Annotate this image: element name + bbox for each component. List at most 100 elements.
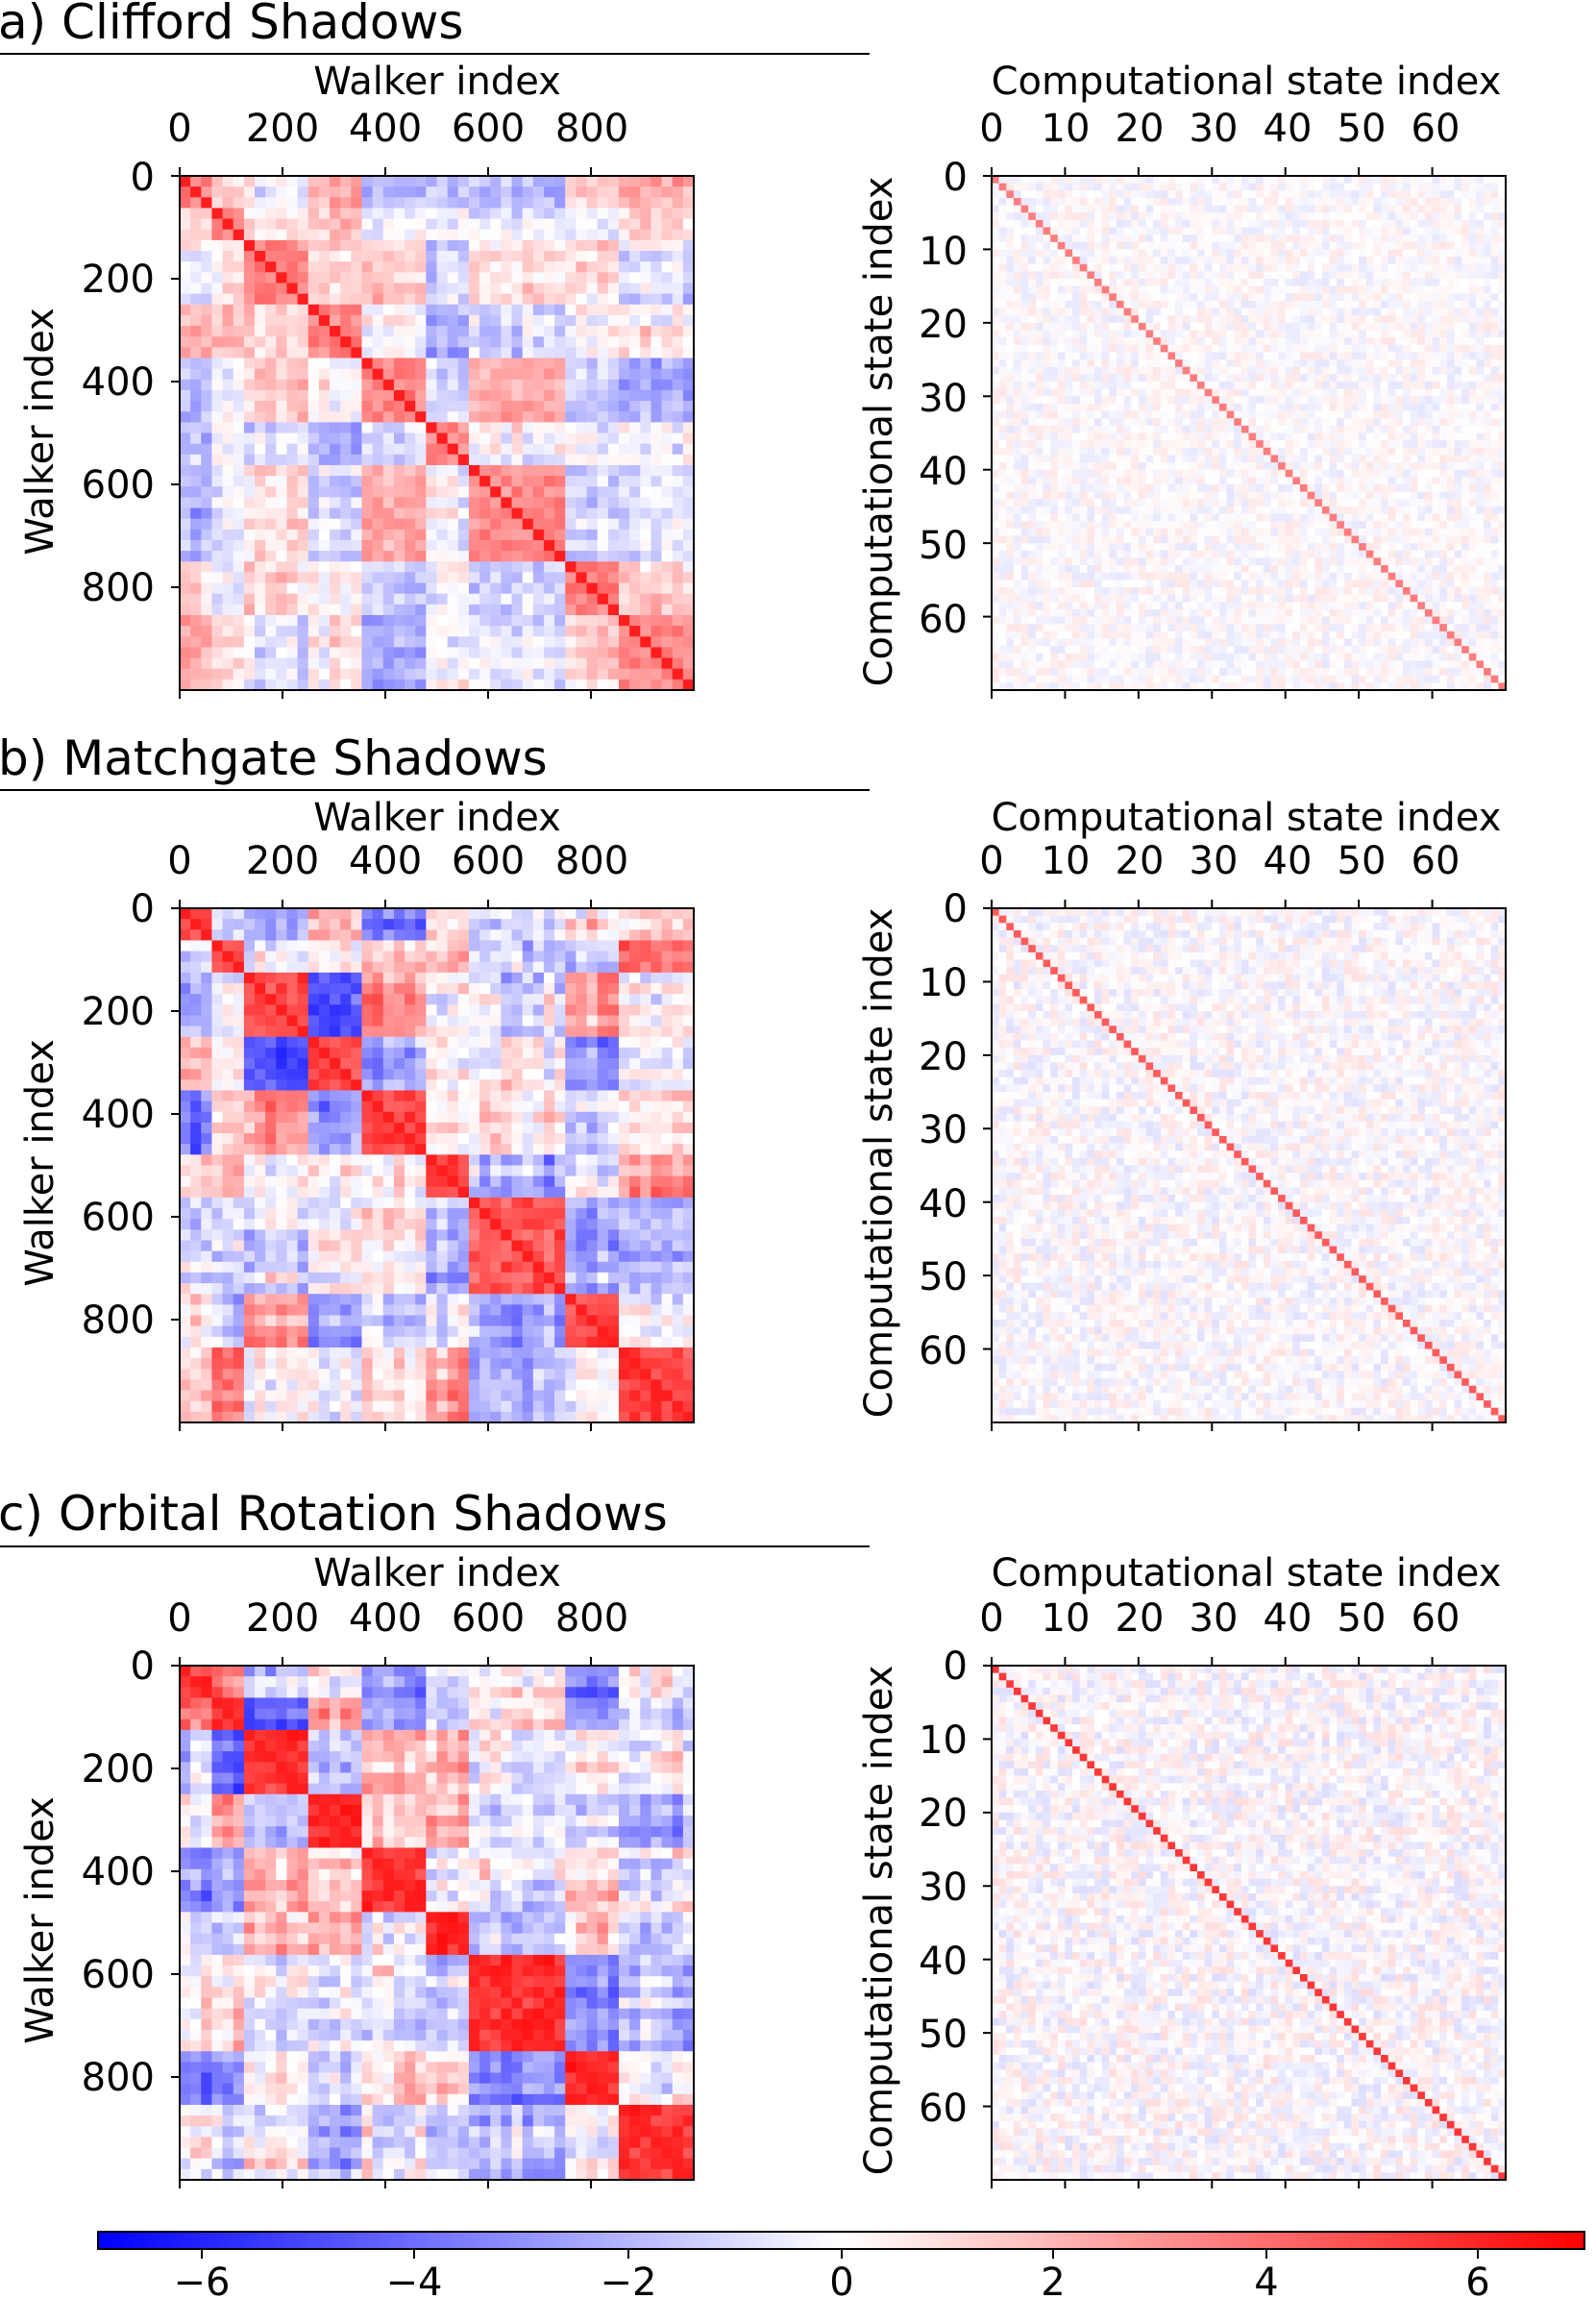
heatmap-cell — [1182, 183, 1191, 191]
walker-ytick-label: 200 — [82, 258, 155, 302]
heatmap-cell — [211, 314, 224, 327]
heatmap-cell — [1454, 433, 1462, 441]
heatmap-cell — [255, 497, 266, 509]
heatmap-cell — [1248, 388, 1257, 397]
heatmap-cell — [233, 539, 245, 552]
heatmap-cell — [672, 176, 684, 187]
heatmap-cell — [1035, 374, 1044, 383]
heatmap-cell — [1190, 190, 1198, 199]
heatmap-cell — [1240, 257, 1249, 265]
heatmap-cell — [992, 425, 1000, 433]
heatmap-cell — [586, 197, 599, 210]
heatmap-cell — [1145, 418, 1154, 427]
heatmap-cell — [607, 401, 620, 412]
heatmap-cell — [682, 668, 695, 680]
heatmap-cell — [1145, 425, 1154, 433]
heatmap-cell — [1065, 219, 1073, 228]
heatmap-cell — [1461, 212, 1470, 221]
heatmap-cell — [1468, 330, 1477, 338]
heatmap-cell — [255, 229, 266, 241]
heatmap-cell — [233, 486, 245, 498]
heatmap-cell — [426, 239, 438, 252]
heatmap-cell — [490, 539, 502, 552]
heatmap-cell — [1234, 235, 1242, 243]
heatmap-cell — [415, 593, 427, 606]
heatmap-cell — [1307, 440, 1315, 449]
heatmap-cell — [1043, 235, 1051, 243]
heatmap-cell — [661, 582, 674, 595]
heatmap-cell — [1226, 403, 1235, 411]
heatmap-cell — [393, 422, 405, 434]
heatmap-cell — [201, 626, 213, 637]
heatmap-cell — [1153, 279, 1162, 287]
heatmap-cell — [318, 272, 331, 284]
heatmap-cell — [1359, 219, 1367, 228]
heatmap-cell — [1218, 190, 1227, 199]
heatmap-cell — [1197, 241, 1206, 250]
heatmap-cell — [361, 604, 374, 616]
heatmap-cell — [1490, 322, 1499, 331]
heatmap-cell — [447, 464, 459, 477]
heatmap-cell — [372, 422, 384, 434]
heatmap-cell — [1087, 425, 1095, 433]
heatmap-cell — [1321, 190, 1330, 199]
heatmap-cell — [1175, 396, 1184, 405]
heatmap-cell — [405, 197, 416, 210]
heatmap-cell — [1292, 176, 1301, 185]
heatmap-cell — [576, 551, 588, 562]
heatmap-cell — [1292, 374, 1301, 383]
heatmap-cell — [1131, 197, 1140, 206]
heatmap-cell — [1285, 227, 1293, 235]
heatmap-cell — [1476, 425, 1485, 433]
heatmap-cell — [415, 486, 427, 498]
heatmap-cell — [1138, 279, 1146, 287]
heatmap-cell — [190, 497, 202, 509]
heatmap-cell — [201, 411, 213, 423]
heatmap-cell — [1454, 352, 1462, 360]
heatmap-cell — [1446, 403, 1455, 411]
heatmap-cell — [1439, 366, 1448, 375]
heatmap-cell — [1351, 271, 1360, 280]
heatmap-cell — [1101, 315, 1110, 324]
heatmap-cell — [1248, 322, 1257, 331]
heatmap-cell — [265, 454, 277, 466]
heatmap-cell — [661, 401, 674, 412]
heatmap-cell — [1351, 183, 1360, 191]
heatmap-cell — [318, 582, 331, 595]
heatmap-cell — [1123, 330, 1132, 338]
heatmap-cell — [1160, 366, 1168, 375]
heatmap-cell — [1454, 344, 1462, 353]
state-xtick-label: 20 — [1116, 107, 1165, 151]
heatmap-cell — [351, 518, 363, 531]
heatmap-cell — [286, 497, 299, 509]
heatmap-cell — [190, 561, 202, 573]
heatmap-cell — [651, 336, 663, 348]
heatmap-cell — [651, 186, 663, 198]
heatmap-cell — [1263, 219, 1271, 228]
heatmap-cell — [992, 344, 1000, 353]
heatmap-cell — [222, 551, 234, 562]
heatmap-cell — [1240, 374, 1249, 383]
heatmap-cell — [405, 326, 416, 337]
heatmap-cell — [201, 314, 213, 327]
heatmap-cell — [479, 239, 491, 252]
heatmap-cell — [457, 604, 470, 616]
heatmap-cell — [1468, 219, 1477, 228]
heatmap-cell — [554, 679, 566, 691]
heatmap-cell — [1138, 293, 1146, 302]
heatmap-cell — [1373, 344, 1382, 353]
heatmap-cell — [1461, 418, 1470, 427]
heatmap-cell — [1153, 183, 1162, 191]
heatmap-cell — [992, 293, 1000, 302]
heatmap-cell — [565, 261, 577, 273]
heatmap-cell — [1197, 396, 1206, 405]
heatmap-cell — [1204, 285, 1213, 294]
heatmap-cell — [1218, 352, 1227, 360]
heatmap-cell — [1468, 279, 1477, 287]
heatmap-cell — [1490, 219, 1499, 228]
heatmap-cell — [1292, 241, 1301, 250]
heatmap-cell — [1057, 219, 1066, 228]
heatmap-cell — [1072, 352, 1081, 360]
heatmap-cell — [1446, 344, 1455, 353]
heatmap-cell — [361, 379, 374, 391]
